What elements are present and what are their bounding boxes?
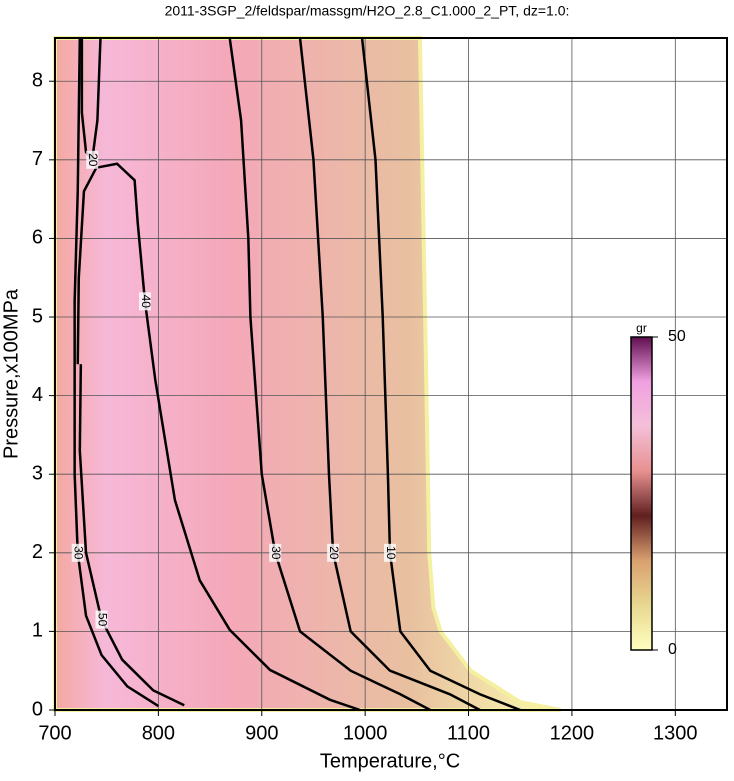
contour-label-bg [71, 543, 84, 562]
x-axis-label: Temperature,°C [320, 750, 460, 772]
contour-label: 40 [139, 295, 153, 309]
contour-label-bg [269, 543, 282, 562]
contour-line [228, 37, 431, 712]
contour-label: 20 [86, 153, 100, 167]
contour-label-bg [95, 610, 108, 629]
contour-label-bg [327, 543, 340, 562]
x-tick-label: 1200 [550, 722, 595, 744]
y-tick-label: 2 [32, 541, 43, 563]
x-tick-label: 1300 [653, 722, 698, 744]
colorbar-tick-label: 50 [668, 328, 686, 345]
plot-frame [54, 37, 728, 711]
colorbar-label: gr [636, 321, 647, 335]
y-tick-label: 5 [32, 305, 43, 327]
contour-label-bg [86, 150, 99, 169]
x-tick-label: 700 [38, 722, 71, 744]
chart-title: 2011-3SGP_2/feldspar/massgm/H2O_2.8_C1.0… [165, 3, 570, 19]
y-axis-label: Pressure,x100MPa [0, 288, 22, 459]
contour-label: 10 [384, 546, 398, 560]
contour-label: 30 [269, 546, 283, 560]
y-tick-label: 6 [32, 227, 43, 249]
y-tick-label: 4 [32, 384, 43, 406]
y-tick-label: 1 [32, 620, 43, 642]
data-region [53, 36, 561, 712]
contour-label-bg [383, 543, 396, 562]
y-tick-label: 3 [32, 462, 43, 484]
x-tick-label: 1100 [447, 722, 490, 744]
y-tick-label: 7 [32, 148, 43, 170]
contour-label-bg [138, 292, 151, 311]
x-tick-label: 800 [142, 722, 175, 744]
contour-label: 20 [327, 546, 341, 560]
contour-label: 50 [95, 613, 109, 627]
contour-label: 30 [72, 546, 86, 560]
y-tick-label: 8 [32, 70, 43, 92]
x-tick-label: 1000 [343, 722, 388, 744]
colorbar-tick-label: 0 [668, 641, 677, 658]
x-tick-label: 900 [245, 722, 278, 744]
y-tick-label: 0 [32, 698, 43, 720]
colorbar [630, 336, 653, 651]
